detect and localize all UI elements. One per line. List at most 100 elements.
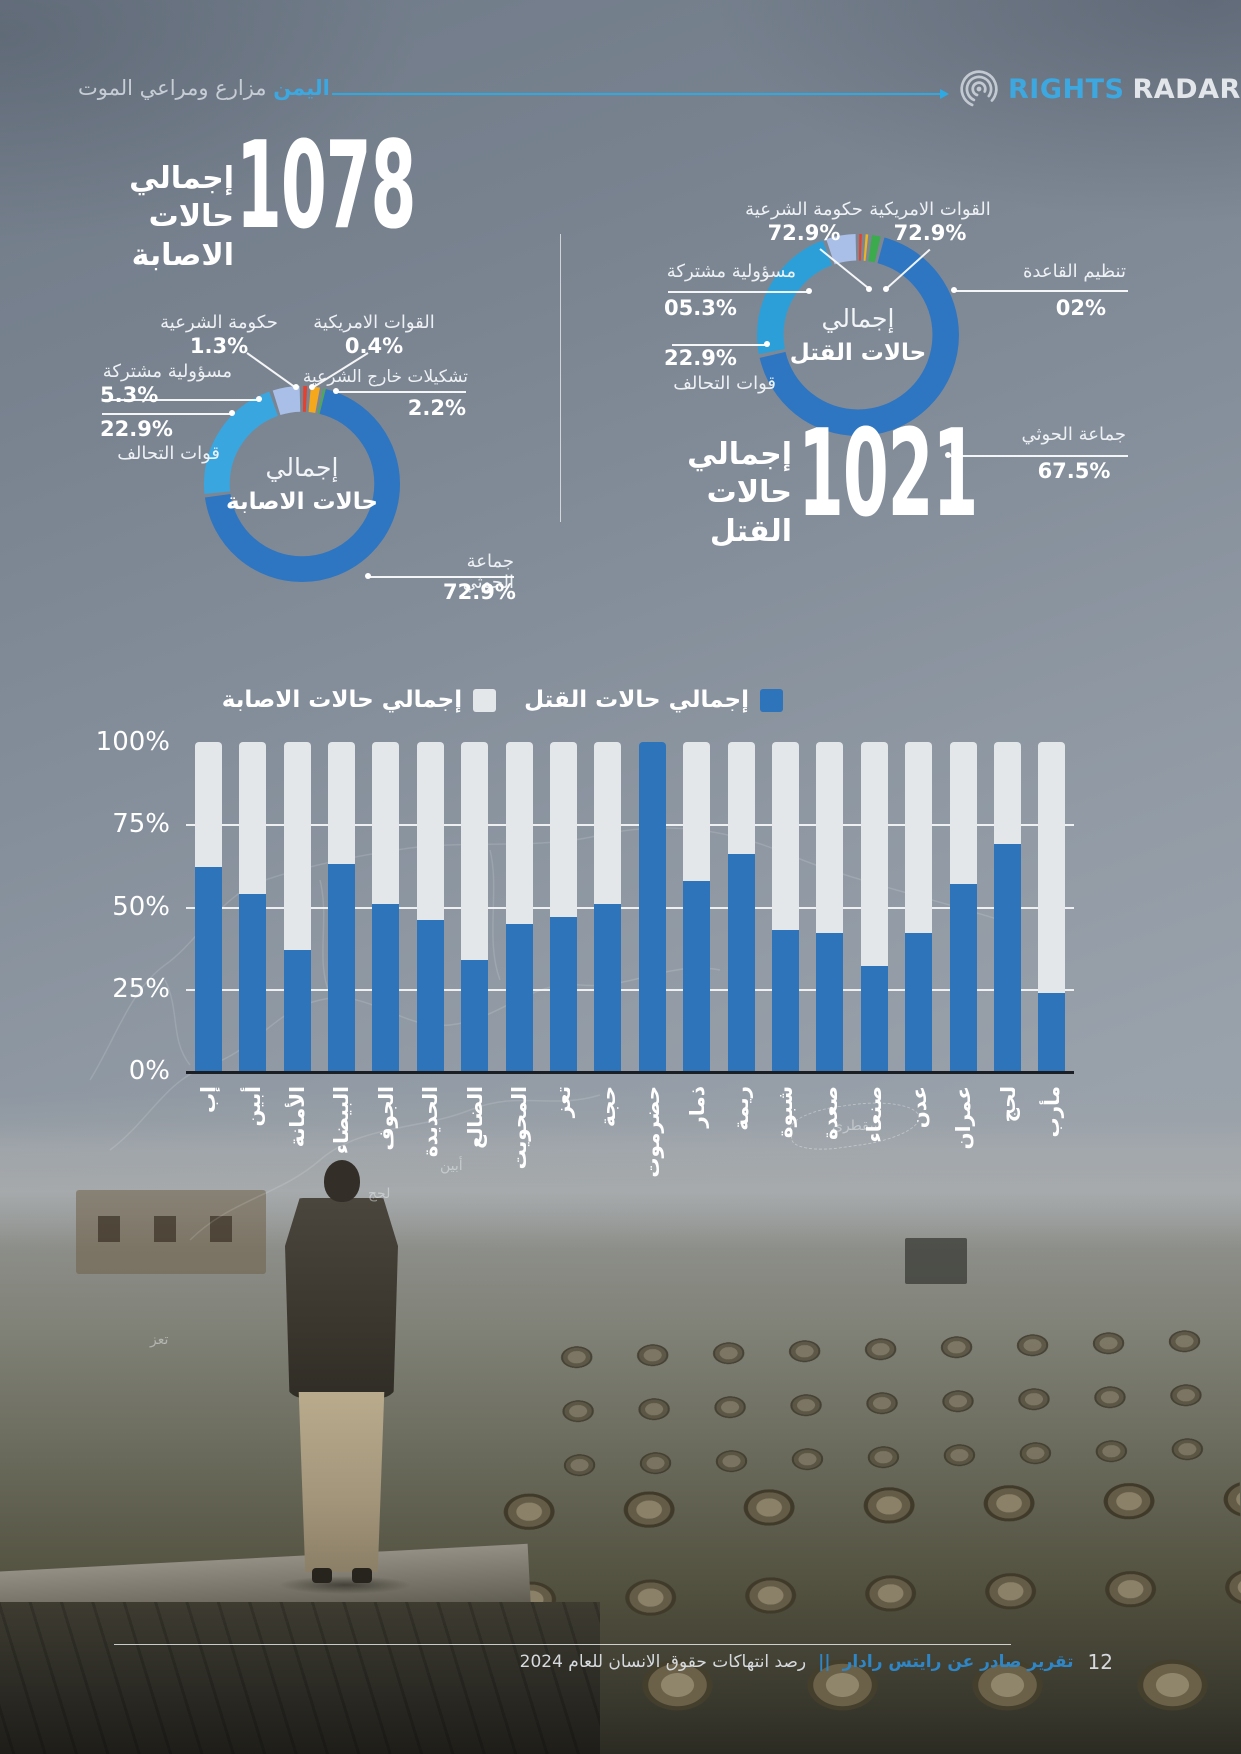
killings-donut-chart: إجمالي حالات القتل <box>756 233 960 437</box>
bar-column-8 <box>541 742 585 1072</box>
leader-dot <box>866 286 872 292</box>
injuries-donut-center: إجمالي حالات الاصابة <box>203 385 401 583</box>
legend-item-injuries: إجمالي حالات الاصابة <box>222 687 497 713</box>
background-photo <box>0 1090 1241 1754</box>
ruined-building <box>76 1190 266 1274</box>
bar-column-11 <box>674 742 718 1072</box>
bar-segment-killings <box>683 880 711 1072</box>
leader-line <box>102 413 233 415</box>
bar-chart-legend: إجمالي حالات القتل إجمالي حالات الاصابة <box>222 687 783 713</box>
donut-label-coalition: قوات التحالف <box>673 373 776 394</box>
bar-segment-killings <box>239 893 267 1072</box>
leader-dot <box>806 288 812 294</box>
y-tick-100: 100% <box>95 727 170 757</box>
bar-segment-killings <box>638 742 666 1072</box>
ruin-window <box>154 1216 176 1242</box>
bar-column-17 <box>941 742 985 1072</box>
donut-label-legitimacy-gov: حكومة الشرعية 1.3% <box>160 312 278 358</box>
x-label-19: مأرب <box>1039 1086 1064 1138</box>
x-label-15: صنعاء <box>862 1086 887 1143</box>
bar-column-4 <box>364 742 408 1072</box>
bar-column-18 <box>985 742 1029 1072</box>
map-label: أبين <box>440 1158 463 1174</box>
killings-total-value: 1021 <box>798 405 978 544</box>
injuries-donut-chart: إجمالي حالات الاصابة <box>203 385 401 583</box>
x-label-6: الضالع <box>462 1086 487 1149</box>
bar-segment-injuries <box>327 742 355 865</box>
section-divider <box>560 234 561 522</box>
x-label-0: إب <box>196 1086 221 1113</box>
leader-line <box>672 344 768 346</box>
leader-dot <box>309 384 315 390</box>
bar-series <box>186 742 1074 1072</box>
leader-dot <box>333 388 339 394</box>
bar-segment-injuries <box>461 742 489 960</box>
map-label: لحج <box>368 1186 391 1202</box>
bar-segment-injuries <box>949 742 977 884</box>
donut-label-us-forces: القوات الامريكية 0.4% <box>313 312 435 358</box>
page-number: 12 <box>1087 1650 1113 1674</box>
bar-segment-injuries <box>283 742 311 950</box>
bar-chart-y-axis: 100% 75% 50% 25% 0% <box>58 727 170 1086</box>
bar-segment-injuries <box>549 742 577 917</box>
bar-segment-killings <box>994 844 1022 1072</box>
footer-rule <box>114 1644 1011 1645</box>
bar-segment-killings <box>549 916 577 1072</box>
leader-dot <box>945 452 951 458</box>
rightsradar-logo: RIGHTS RADAR <box>958 68 1241 110</box>
man-foot <box>312 1568 332 1583</box>
donut-pct-shared-responsibility: 05.3% <box>664 296 737 320</box>
man-robe <box>298 1392 385 1572</box>
x-label-17: عمران <box>951 1086 976 1150</box>
bar-column-12 <box>719 742 763 1072</box>
page-title-highlight: اليمن <box>273 76 330 100</box>
bar-segment-killings <box>327 864 355 1072</box>
bar-segment-killings <box>816 933 844 1072</box>
bar-chart-x-labels: إب أبين الأمانة البيضاء الجوف الحديدة الضالع ال… <box>186 1086 1074 1236</box>
footer-subject: رصد انتهاكات حقوق الانسان للعام 2024 <box>519 1652 807 1672</box>
leader-dot <box>951 287 957 293</box>
killings-donut-center: إجمالي حالات القتل <box>756 233 960 437</box>
x-label-7: المحويت <box>507 1086 532 1170</box>
page-title-rest: مزارع ومراعي الموت <box>78 76 267 100</box>
x-label-8: تعز <box>551 1086 576 1118</box>
donut-label-outside-legitimacy: تشكيلات خارج الشرعية <box>302 367 468 387</box>
donut-label-houthi: جماعة الحوثي <box>1021 424 1126 445</box>
donut-slice <box>757 234 959 436</box>
bar-segment-injuries <box>416 742 444 921</box>
donut-pct-alqaeda: 02% <box>1055 296 1106 320</box>
leader-dot <box>256 396 262 402</box>
bar-column-13 <box>763 742 807 1072</box>
bar-column-16 <box>897 742 941 1072</box>
map-label: تعز <box>150 1332 169 1348</box>
x-label-3: البيضاء <box>329 1086 354 1155</box>
bar-segment-killings <box>416 920 444 1072</box>
donut-pct-coalition: 22.9% <box>100 417 173 441</box>
bar-segment-injuries <box>1038 742 1066 993</box>
distant-building <box>905 1238 967 1284</box>
footer-separator: || <box>818 1652 831 1672</box>
donut-label-coalition: قوات التحالف <box>117 443 220 464</box>
x-label-13: شبوة <box>773 1086 798 1139</box>
bar-column-6 <box>452 742 496 1072</box>
bar-segment-injuries <box>905 742 933 934</box>
x-label-14: صعدة <box>817 1086 842 1140</box>
x-label-1: أبين <box>240 1086 265 1127</box>
bar-segment-killings <box>505 923 533 1072</box>
killings-total-label: إجمالي حالات القتل <box>687 437 792 549</box>
bar-column-15 <box>852 742 896 1072</box>
bar-segment-killings <box>1038 992 1066 1072</box>
x-label-9: حجة <box>595 1086 620 1127</box>
bar-segment-injuries <box>994 742 1022 845</box>
donut-label-us-forces: القوات الامريكية 72.9% <box>869 199 991 245</box>
donut-label-shared-responsibility: مسؤولية مشتركة <box>666 261 796 282</box>
donut-slice <box>203 385 401 583</box>
bar-segment-injuries <box>727 742 755 855</box>
donut-label-alqaeda: تنظيم القاعدة <box>1022 261 1126 282</box>
leader-line <box>954 290 1128 292</box>
leader-dot <box>229 410 235 416</box>
bar-segment-injuries <box>860 742 888 967</box>
leader-line <box>368 576 514 578</box>
radar-icon <box>960 70 998 108</box>
